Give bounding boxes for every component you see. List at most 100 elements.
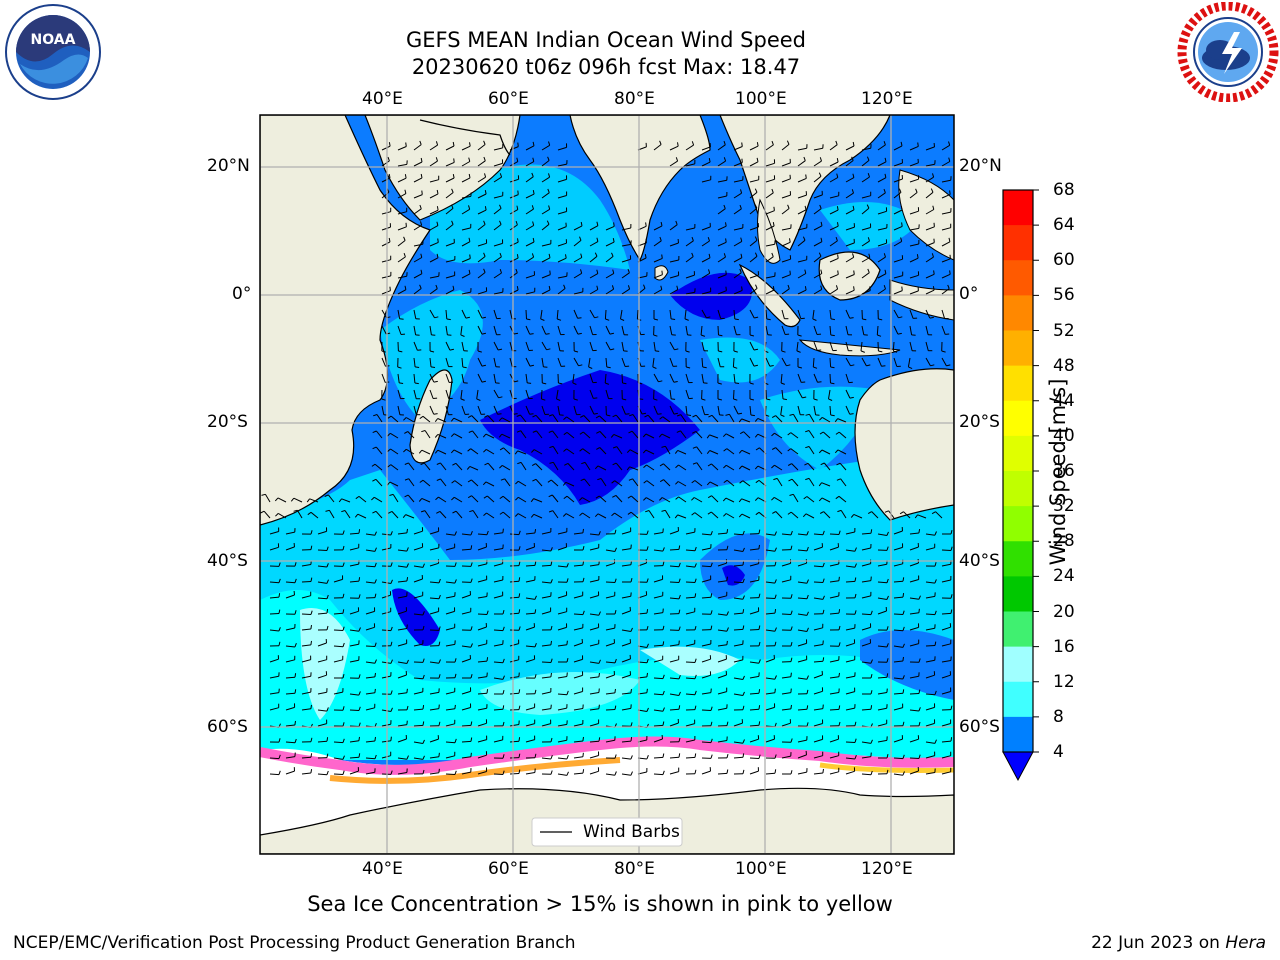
wind-barb-flag bbox=[813, 366, 818, 369]
wind-barb bbox=[941, 549, 952, 551]
wind-barb bbox=[653, 578, 663, 583]
wind-barb bbox=[461, 341, 465, 351]
wind-barb bbox=[317, 581, 327, 584]
wind-barb bbox=[541, 611, 551, 615]
wind-barb bbox=[599, 447, 607, 455]
wind-barb-flag bbox=[550, 547, 553, 552]
wind-barb bbox=[669, 722, 679, 727]
wind-barb-flag bbox=[310, 530, 313, 535]
wind-barb bbox=[685, 240, 694, 247]
wind-barb bbox=[413, 741, 423, 744]
colorbar-tick-label: 44 bbox=[1053, 390, 1075, 411]
wind-barb bbox=[845, 256, 854, 263]
wind-barb-flag bbox=[787, 448, 792, 452]
wind-barb-flag bbox=[527, 382, 532, 384]
wind-barb bbox=[813, 644, 823, 647]
wind-barb bbox=[781, 309, 785, 319]
wind-barb bbox=[437, 449, 447, 455]
wind-barb-flag bbox=[438, 674, 441, 679]
wind-barb bbox=[301, 595, 311, 599]
wind-barb bbox=[653, 257, 663, 263]
wind-barb bbox=[461, 740, 472, 743]
wind-barb bbox=[317, 674, 327, 679]
wind-barb bbox=[733, 389, 735, 400]
wind-barb-flag bbox=[579, 236, 582, 241]
wind-barb-flag bbox=[451, 204, 454, 209]
wind-barb-flag bbox=[870, 529, 873, 534]
wind-barb bbox=[557, 163, 567, 167]
wind-barb-flag bbox=[718, 334, 723, 337]
wind-barb-flag bbox=[717, 382, 722, 385]
wind-barb-flag bbox=[438, 752, 440, 757]
wind-barb-flag bbox=[562, 481, 567, 486]
wind-barb bbox=[813, 690, 823, 695]
wind-barb bbox=[269, 692, 279, 695]
wind-barb-flag bbox=[462, 366, 467, 369]
wind-barb-flag bbox=[790, 594, 793, 599]
wind-barb-flag bbox=[563, 448, 567, 452]
wind-barb bbox=[717, 532, 728, 535]
wind-barb-flag bbox=[358, 674, 361, 679]
wind-barb-flag bbox=[934, 610, 937, 615]
wind-barb bbox=[717, 325, 719, 336]
wind-barb bbox=[829, 257, 839, 263]
wind-barb-flag bbox=[404, 285, 407, 290]
wind-barb-flag bbox=[884, 157, 887, 162]
wind-barb bbox=[605, 692, 615, 695]
wind-barb bbox=[717, 674, 727, 679]
wind-barb-flag bbox=[653, 398, 658, 401]
wind-barb bbox=[557, 195, 567, 199]
wind-barb bbox=[903, 511, 911, 519]
wind-barb bbox=[733, 722, 743, 727]
wind-barb-flag bbox=[469, 510, 474, 513]
wind-barb bbox=[365, 581, 375, 584]
wind-barb-flag bbox=[886, 578, 889, 583]
wind-barb bbox=[572, 373, 575, 383]
wind-barb-flag bbox=[517, 190, 519, 195]
wind-barb bbox=[376, 430, 383, 439]
wind-barb-flag bbox=[294, 673, 297, 678]
wind-barb-flag bbox=[421, 190, 423, 195]
wind-barb bbox=[333, 757, 343, 760]
wind-barb bbox=[573, 257, 583, 263]
wind-barb bbox=[573, 225, 583, 231]
wind-barb bbox=[797, 273, 807, 279]
wind-barb-flag bbox=[741, 142, 743, 147]
wind-barb bbox=[445, 723, 455, 727]
wind-barb bbox=[429, 661, 439, 664]
wind-barb bbox=[269, 757, 280, 760]
wind-barb-flag bbox=[742, 769, 745, 774]
wind-barb bbox=[541, 144, 550, 151]
wind-barb bbox=[541, 389, 543, 400]
wind-barb bbox=[877, 177, 887, 183]
colorbar-segment bbox=[1003, 400, 1033, 437]
wind-barb-flag bbox=[742, 561, 745, 566]
wind-barb bbox=[301, 675, 311, 679]
wind-barb-flag bbox=[900, 205, 903, 211]
wind-barb bbox=[397, 549, 407, 552]
wind-barb bbox=[925, 256, 934, 263]
wind-barb bbox=[813, 772, 823, 775]
wind-barb bbox=[429, 389, 434, 399]
colorbar-segment bbox=[1003, 541, 1033, 577]
wind-barb bbox=[733, 179, 743, 183]
colorbar-tick-label: 24 bbox=[1053, 566, 1075, 587]
wind-barb-flag bbox=[563, 495, 568, 500]
wind-barb bbox=[781, 676, 791, 679]
wind-barb-flag bbox=[902, 656, 904, 662]
wind-barb bbox=[470, 448, 479, 455]
wind-barb bbox=[685, 549, 696, 552]
wind-barb-flag bbox=[574, 350, 579, 353]
wind-barb-flag bbox=[420, 173, 423, 179]
wind-barb-flag bbox=[771, 415, 776, 419]
wind-barb-flag bbox=[582, 752, 584, 757]
wind-barb bbox=[413, 257, 423, 263]
wind-barb bbox=[621, 548, 631, 551]
wind-barb-flag bbox=[726, 769, 729, 774]
wind-barb bbox=[413, 208, 422, 215]
wind-barb-flag bbox=[878, 350, 883, 353]
wind-barb bbox=[646, 480, 655, 487]
wind-barb bbox=[461, 373, 465, 383]
wind-barb bbox=[493, 708, 504, 711]
wind-barb bbox=[557, 546, 567, 551]
